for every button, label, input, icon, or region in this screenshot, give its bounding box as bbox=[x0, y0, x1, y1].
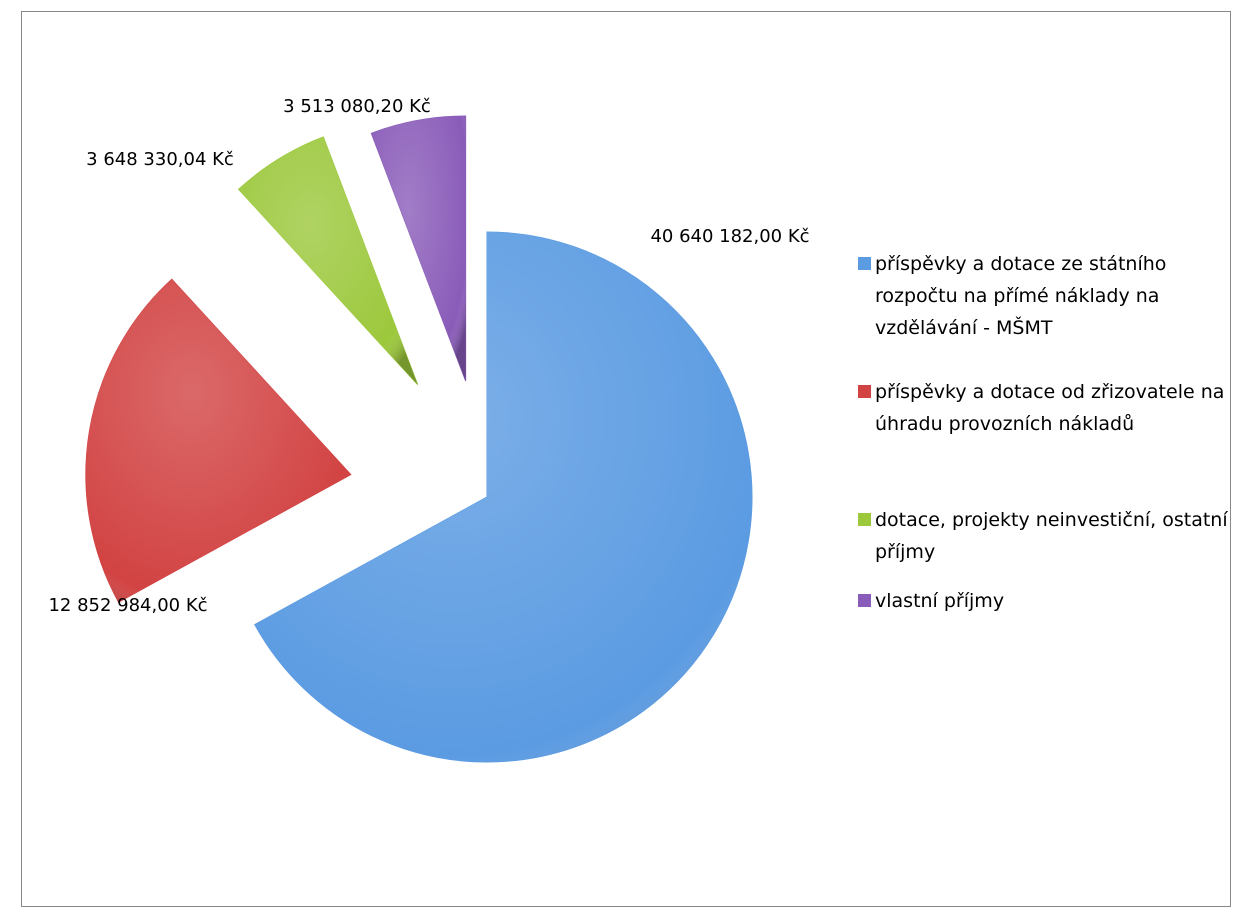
legend-swatch bbox=[858, 257, 871, 270]
data-label: 3 513 080,20 Kč bbox=[283, 96, 431, 117]
data-label: 12 852 984,00 Kč bbox=[48, 595, 207, 616]
legend-item: příspěvky a dotace ze státního rozpočtu … bbox=[858, 248, 1248, 344]
legend-swatch bbox=[858, 385, 871, 398]
legend-label: příspěvky a dotace od zřizovatele na úhr… bbox=[875, 381, 1225, 435]
legend-swatch bbox=[858, 594, 871, 607]
data-label: 40 640 182,00 Kč bbox=[650, 226, 809, 247]
legend-swatch bbox=[858, 513, 871, 526]
legend-label: vlastní příjmy bbox=[875, 590, 1005, 612]
legend-label: příspěvky a dotace ze státního rozpočtu … bbox=[875, 253, 1167, 339]
legend-item: dotace, projekty neinvestiční, ostatní p… bbox=[858, 504, 1248, 568]
legend-item: vlastní příjmy bbox=[858, 585, 1248, 617]
slice-sheen bbox=[254, 232, 753, 763]
slice-sheen bbox=[85, 279, 351, 603]
legend-item: příspěvky a dotace od zřizovatele na úhr… bbox=[858, 376, 1248, 440]
slice-sheen bbox=[371, 115, 466, 381]
data-label: 3 648 330,04 Kč bbox=[86, 149, 234, 170]
slice-sheen bbox=[238, 137, 418, 385]
legend-label: dotace, projekty neinvestiční, ostatní p… bbox=[875, 509, 1228, 563]
